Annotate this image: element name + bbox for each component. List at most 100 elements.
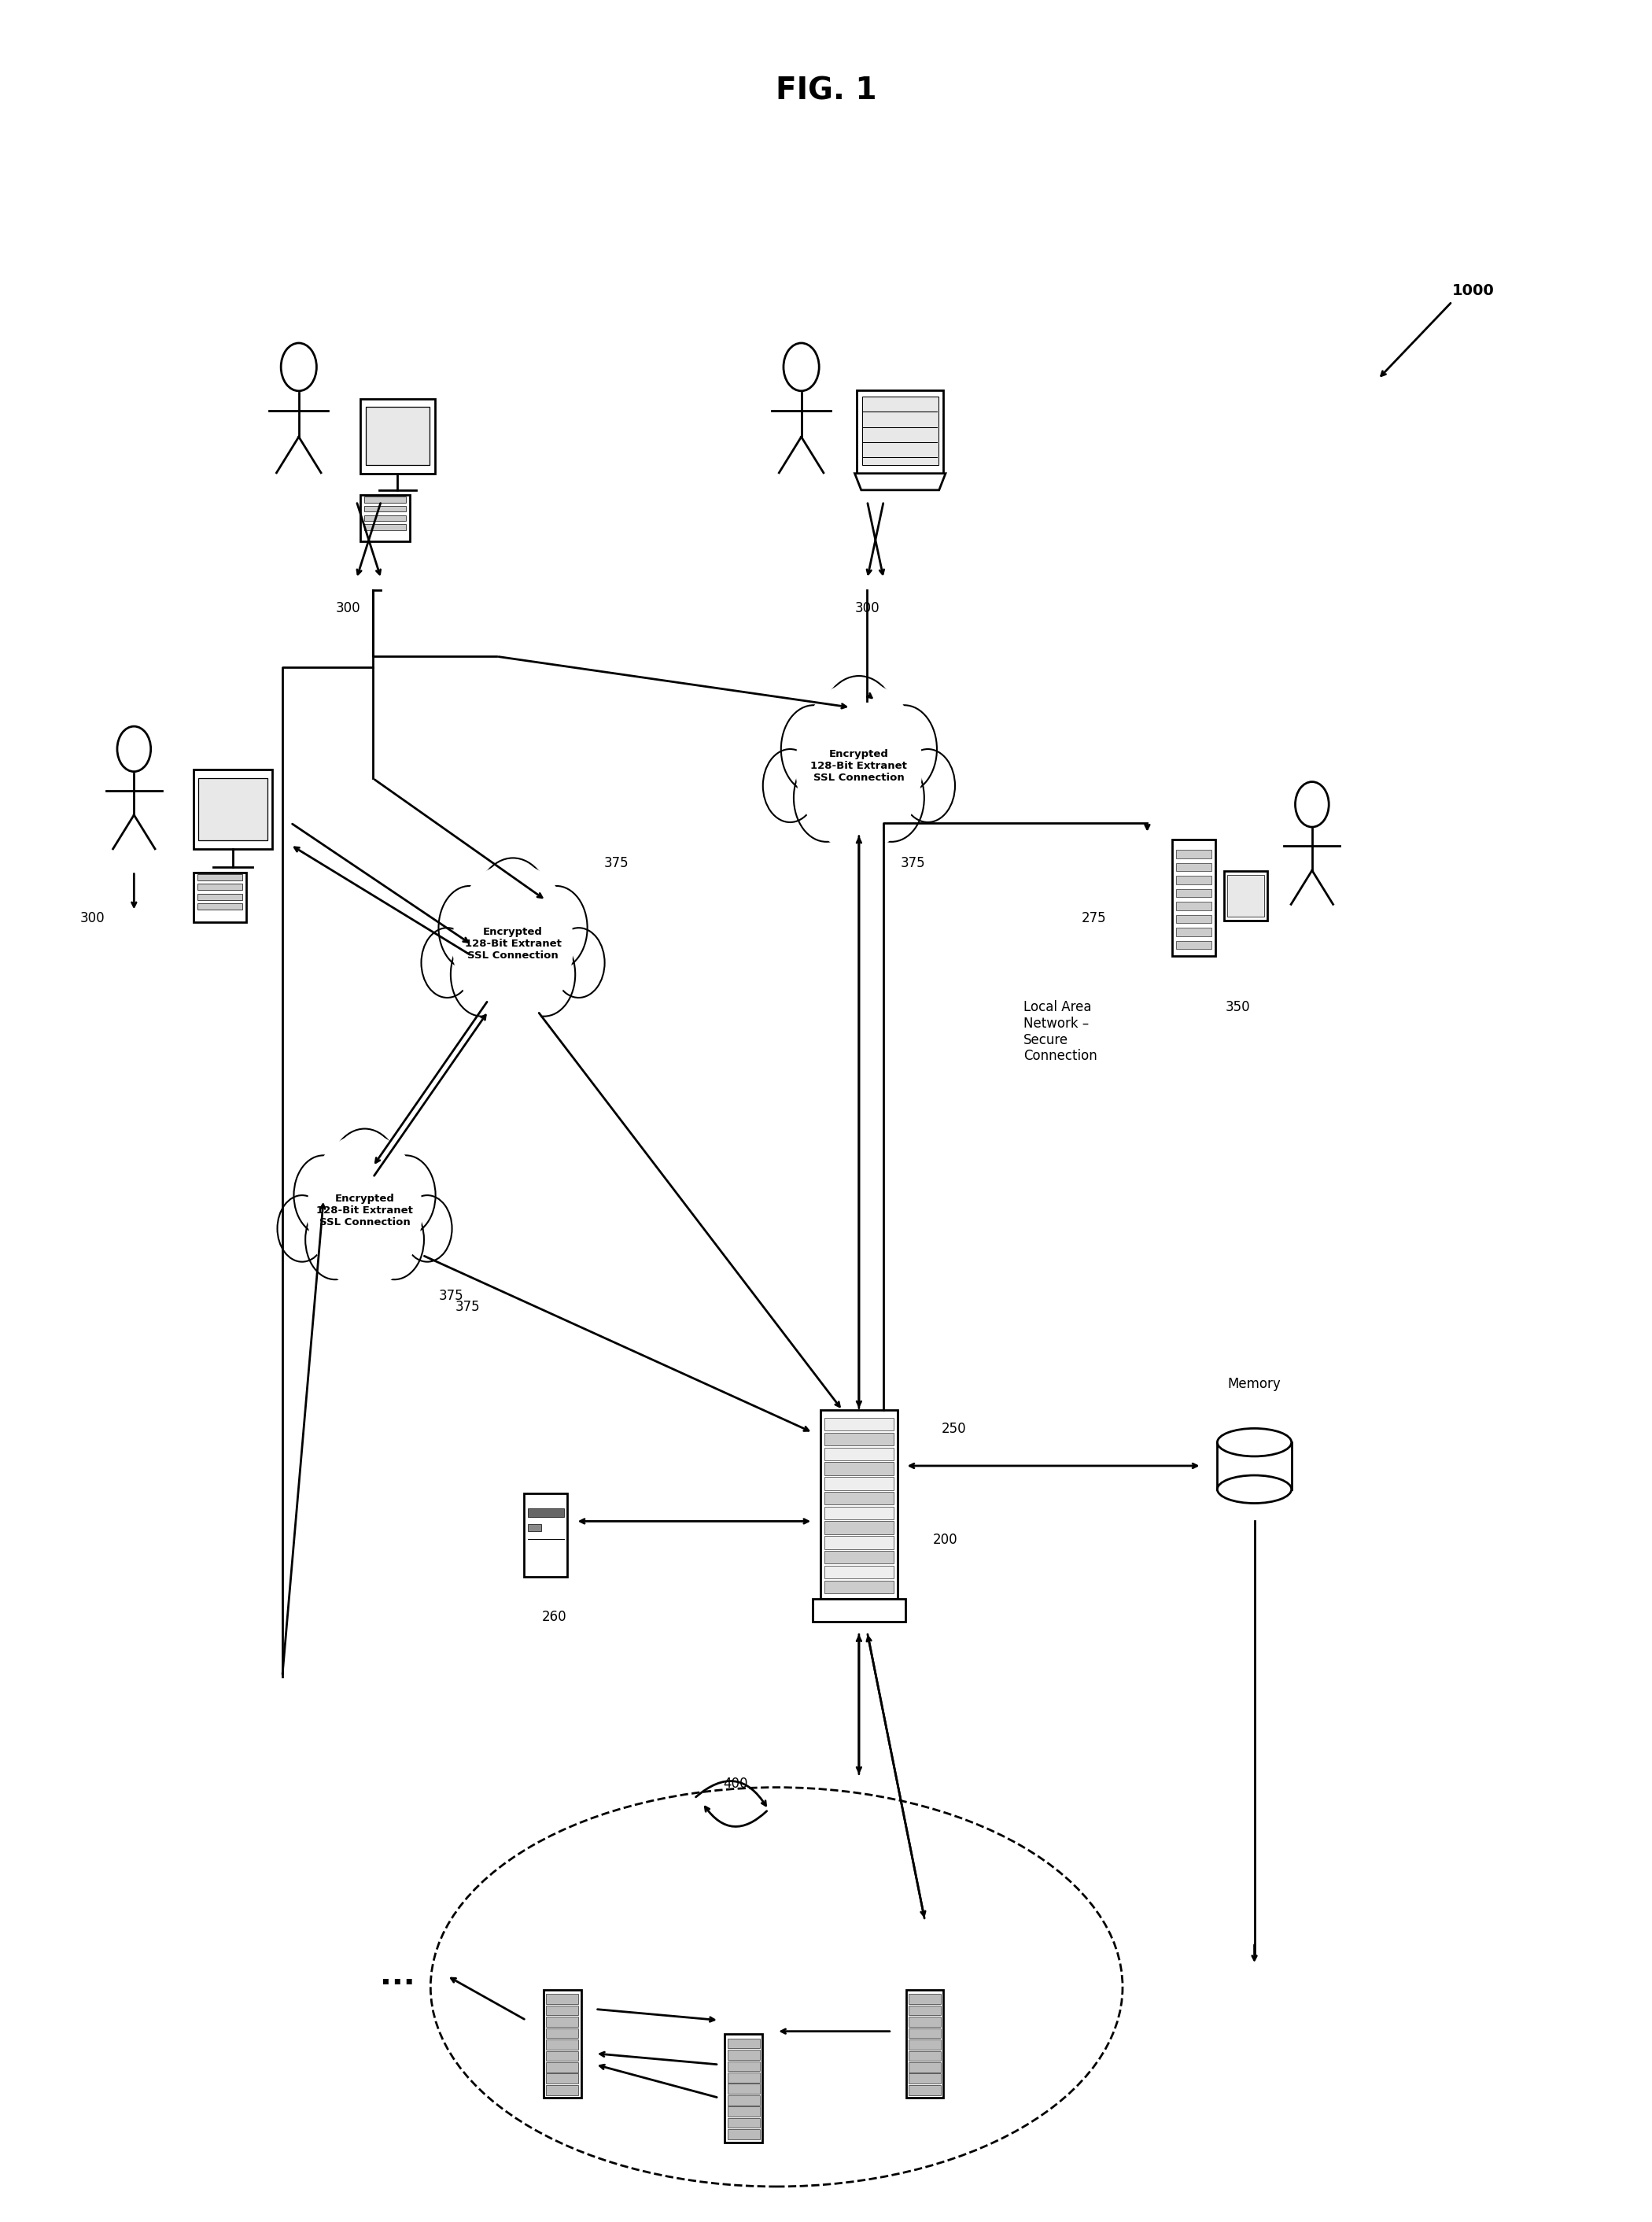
Circle shape [421,929,472,998]
FancyBboxPatch shape [363,524,406,531]
Circle shape [451,933,514,1015]
FancyBboxPatch shape [905,1989,943,2098]
FancyBboxPatch shape [547,2084,578,2095]
Circle shape [486,942,540,1015]
FancyBboxPatch shape [824,1478,894,1491]
FancyBboxPatch shape [529,1524,540,1531]
Circle shape [872,704,937,793]
Text: 1000: 1000 [1452,282,1495,298]
Text: 375: 375 [603,855,628,871]
Text: 300: 300 [854,600,879,615]
Circle shape [859,753,923,842]
Circle shape [796,680,922,851]
FancyBboxPatch shape [824,1418,894,1431]
Circle shape [307,1133,423,1289]
FancyBboxPatch shape [727,2038,760,2049]
Circle shape [514,933,575,1015]
Text: Encrypted
128-Bit Extranet
SSL Connection: Encrypted 128-Bit Extranet SSL Connectio… [464,927,562,962]
FancyBboxPatch shape [909,2040,942,2049]
FancyBboxPatch shape [909,2062,942,2073]
FancyBboxPatch shape [727,2129,760,2140]
FancyBboxPatch shape [1171,840,1216,955]
FancyBboxPatch shape [365,407,430,464]
Text: Local Area
Network –
Secure
Connection: Local Area Network – Secure Connection [1024,1000,1097,1064]
FancyBboxPatch shape [547,2040,578,2049]
FancyBboxPatch shape [363,516,406,520]
Circle shape [294,1155,354,1235]
Circle shape [900,749,955,822]
Text: 250: 250 [942,1422,966,1435]
Text: 375: 375 [900,855,925,871]
FancyBboxPatch shape [909,2073,942,2084]
FancyBboxPatch shape [824,1567,894,1578]
Circle shape [474,858,552,960]
FancyBboxPatch shape [909,2018,942,2026]
FancyBboxPatch shape [824,1580,894,1593]
FancyBboxPatch shape [360,398,434,473]
FancyBboxPatch shape [824,1522,894,1533]
FancyBboxPatch shape [824,1535,894,1549]
FancyBboxPatch shape [197,893,243,900]
Circle shape [525,887,588,969]
Text: Encrypted
128-Bit Extranet
SSL Connection: Encrypted 128-Bit Extranet SSL Connectio… [811,749,907,782]
FancyBboxPatch shape [727,2084,760,2093]
Text: Memory: Memory [1227,1378,1280,1391]
FancyBboxPatch shape [813,1600,905,1622]
FancyBboxPatch shape [363,498,406,502]
FancyBboxPatch shape [1176,902,1211,911]
FancyBboxPatch shape [821,1411,897,1600]
Circle shape [377,1155,436,1235]
Text: 400: 400 [724,1775,748,1791]
FancyBboxPatch shape [193,873,246,922]
FancyBboxPatch shape [547,2006,578,2015]
Circle shape [339,1209,392,1280]
FancyBboxPatch shape [1176,889,1211,898]
FancyBboxPatch shape [824,1491,894,1504]
FancyBboxPatch shape [909,2084,942,2095]
Circle shape [829,764,889,842]
FancyBboxPatch shape [909,2006,942,2015]
Text: 350: 350 [1226,1000,1251,1015]
Ellipse shape [1218,1429,1292,1455]
FancyBboxPatch shape [862,398,938,464]
FancyBboxPatch shape [547,2018,578,2026]
Circle shape [781,704,846,793]
FancyBboxPatch shape [1176,851,1211,858]
FancyBboxPatch shape [193,769,273,849]
Polygon shape [854,473,945,491]
FancyBboxPatch shape [197,884,243,891]
FancyBboxPatch shape [1227,875,1264,918]
FancyBboxPatch shape [544,1989,582,2098]
FancyBboxPatch shape [529,1509,563,1518]
FancyBboxPatch shape [1176,940,1211,949]
Circle shape [553,929,605,998]
FancyBboxPatch shape [1176,875,1211,884]
FancyBboxPatch shape [824,1447,894,1460]
FancyBboxPatch shape [727,2106,760,2118]
Text: 300: 300 [81,911,106,927]
FancyBboxPatch shape [1176,929,1211,935]
FancyBboxPatch shape [727,2095,760,2104]
Circle shape [763,749,818,822]
Text: Encrypted
128-Bit Extranet
SSL Connection: Encrypted 128-Bit Extranet SSL Connectio… [316,1193,413,1229]
Circle shape [278,1195,327,1262]
FancyBboxPatch shape [1224,871,1267,920]
FancyBboxPatch shape [824,1462,894,1475]
Text: 260: 260 [542,1611,567,1624]
Text: 300: 300 [335,600,360,615]
Text: 375: 375 [439,1289,464,1302]
FancyBboxPatch shape [197,904,243,909]
FancyBboxPatch shape [857,391,943,473]
Circle shape [306,1200,365,1280]
FancyBboxPatch shape [547,2029,578,2038]
Circle shape [403,1195,453,1262]
Circle shape [453,862,573,1027]
Circle shape [819,675,899,782]
FancyBboxPatch shape [725,2033,762,2142]
FancyBboxPatch shape [363,507,406,511]
Ellipse shape [1218,1475,1292,1504]
Text: 275: 275 [1082,911,1107,927]
FancyBboxPatch shape [360,496,410,542]
Circle shape [365,1200,425,1280]
FancyBboxPatch shape [1176,915,1211,922]
